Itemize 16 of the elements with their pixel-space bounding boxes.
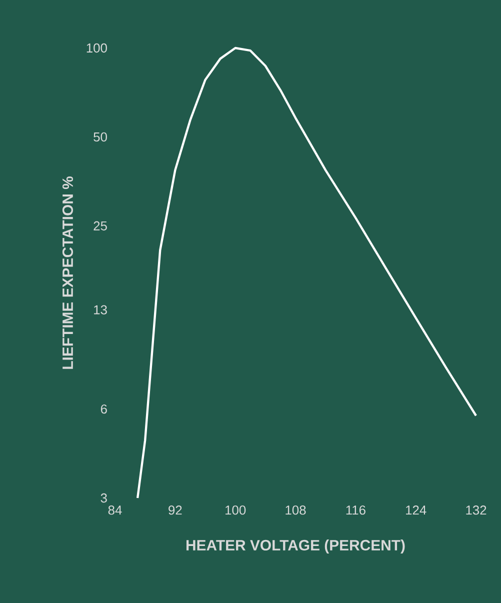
x-axis-title: HEATER VOLTAGE (PERCENT): [186, 540, 405, 554]
x-tick-label: 84: [108, 506, 122, 515]
x-tick-label: 124: [406, 506, 426, 515]
x-tick-label: 132: [466, 506, 486, 515]
y-tick-label: 3: [100, 493, 107, 503]
x-tick-label: 92: [168, 506, 182, 515]
line-series: [136, 46, 478, 500]
y-tick-label: 100: [86, 43, 107, 53]
y-tick-label: 25: [94, 221, 107, 230]
y-axis-title: LIEFTIME EXPECTATION %: [62, 176, 74, 369]
y-tick-label: 6: [100, 404, 107, 414]
y-tick-label: 13: [94, 305, 107, 314]
x-tick-label: 108: [286, 506, 306, 515]
x-tick-label: 116: [346, 506, 366, 515]
y-tick-label: 50: [94, 132, 107, 142]
x-tick-label: 100: [226, 506, 246, 515]
